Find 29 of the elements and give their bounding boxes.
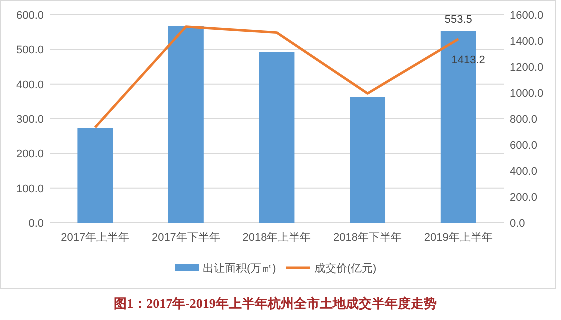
y2-tick-label: 400.0: [510, 166, 538, 178]
x-tick-label: 2018年上半年: [242, 231, 312, 244]
y-tick-label: 100.0: [16, 183, 44, 196]
y2-tick-label: 200.0: [510, 192, 538, 204]
x-tick-label: 2017年上半年: [61, 231, 130, 244]
x-tick-label: 2019年上半年: [424, 231, 493, 244]
y2-tick-label: 1200.0: [510, 62, 544, 74]
x-tick-label: 2017年下半年: [152, 231, 220, 244]
y2-tick-label: 600.0: [510, 140, 538, 152]
y-tick-label: 300.0: [16, 114, 44, 126]
x-tick-label: 2018年下半年: [334, 231, 402, 244]
y2-tick-label: 0.0: [510, 218, 526, 230]
bar: [259, 52, 295, 223]
y-tick-label: 0.0: [28, 218, 44, 230]
y2-tick-label: 800.0: [510, 114, 538, 126]
legend-label: 成交价(亿元): [314, 262, 377, 275]
y-tick-label: 200.0: [16, 148, 44, 161]
y2-tick-label: 1000.0: [510, 88, 544, 100]
text: 图1：2017年-2019年上半年杭州全市土地成交半年度走势: [114, 296, 437, 311]
y-tick-label: 500.0: [16, 44, 44, 57]
bar: [78, 128, 114, 223]
y2-tick-label: 1600.0: [510, 10, 544, 22]
data-label: 553.5: [444, 14, 472, 26]
y-tick-label: 600.0: [16, 10, 44, 22]
legend-label: 出让面积(万㎡): [203, 262, 276, 275]
bar: [350, 97, 386, 223]
y2-tick-label: 1400.0: [510, 36, 544, 48]
y-tick-label: 400.0: [16, 79, 44, 92]
bar: [168, 26, 204, 223]
